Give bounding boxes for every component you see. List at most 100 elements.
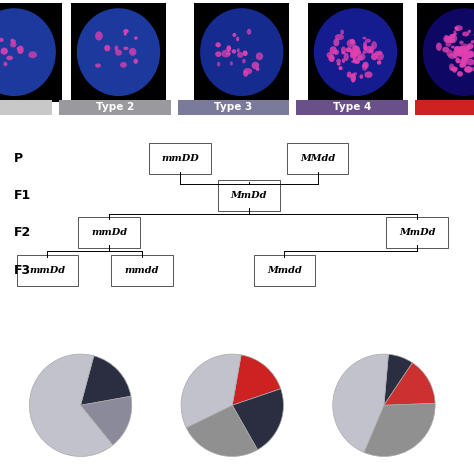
Ellipse shape — [359, 74, 363, 79]
Ellipse shape — [353, 50, 358, 55]
Ellipse shape — [365, 39, 371, 43]
Ellipse shape — [338, 66, 343, 70]
Text: mmDd: mmDd — [91, 228, 127, 237]
Ellipse shape — [340, 29, 344, 35]
Ellipse shape — [314, 8, 397, 96]
Text: F2: F2 — [14, 226, 31, 239]
Ellipse shape — [95, 64, 101, 68]
Ellipse shape — [454, 50, 460, 55]
Ellipse shape — [243, 68, 252, 74]
Ellipse shape — [77, 8, 160, 96]
Ellipse shape — [449, 38, 455, 43]
Text: Type 2: Type 2 — [96, 102, 134, 112]
FancyBboxPatch shape — [17, 255, 78, 285]
Ellipse shape — [468, 51, 473, 56]
Ellipse shape — [120, 62, 127, 68]
Ellipse shape — [466, 59, 474, 65]
FancyBboxPatch shape — [386, 217, 448, 248]
Ellipse shape — [448, 34, 457, 43]
Ellipse shape — [466, 45, 472, 50]
Ellipse shape — [464, 66, 473, 73]
Ellipse shape — [350, 39, 355, 45]
Ellipse shape — [443, 35, 449, 43]
Ellipse shape — [354, 49, 361, 55]
Ellipse shape — [461, 57, 467, 67]
Ellipse shape — [10, 42, 17, 47]
FancyBboxPatch shape — [111, 255, 173, 285]
Ellipse shape — [362, 36, 366, 39]
Ellipse shape — [471, 40, 474, 44]
Ellipse shape — [459, 41, 464, 45]
Ellipse shape — [227, 46, 231, 52]
Ellipse shape — [351, 60, 356, 64]
Ellipse shape — [448, 54, 456, 59]
Ellipse shape — [124, 31, 127, 36]
Ellipse shape — [352, 45, 359, 52]
Ellipse shape — [337, 62, 341, 66]
Ellipse shape — [354, 49, 357, 54]
Ellipse shape — [342, 58, 345, 63]
Ellipse shape — [355, 60, 360, 64]
Ellipse shape — [357, 55, 363, 61]
Ellipse shape — [350, 73, 356, 82]
Ellipse shape — [115, 46, 118, 51]
Ellipse shape — [369, 46, 374, 54]
Ellipse shape — [463, 52, 470, 57]
FancyBboxPatch shape — [149, 143, 211, 174]
Ellipse shape — [334, 50, 339, 55]
Ellipse shape — [115, 50, 122, 56]
Ellipse shape — [462, 55, 470, 60]
Ellipse shape — [350, 52, 356, 58]
Ellipse shape — [376, 51, 383, 55]
Ellipse shape — [226, 52, 230, 55]
Wedge shape — [232, 389, 283, 450]
Ellipse shape — [123, 29, 129, 33]
Ellipse shape — [458, 52, 463, 57]
Wedge shape — [384, 363, 435, 405]
Ellipse shape — [363, 42, 367, 48]
Ellipse shape — [0, 38, 4, 42]
Ellipse shape — [462, 44, 468, 51]
Ellipse shape — [445, 36, 453, 43]
Ellipse shape — [452, 68, 456, 73]
Ellipse shape — [466, 52, 474, 58]
Ellipse shape — [459, 63, 463, 68]
Ellipse shape — [465, 52, 468, 55]
Ellipse shape — [134, 36, 137, 40]
Ellipse shape — [463, 54, 466, 58]
FancyBboxPatch shape — [194, 3, 289, 102]
FancyBboxPatch shape — [59, 100, 171, 115]
Ellipse shape — [371, 41, 377, 49]
Text: Type 4: Type 4 — [333, 102, 371, 112]
Ellipse shape — [461, 58, 464, 61]
Ellipse shape — [215, 42, 221, 47]
FancyBboxPatch shape — [218, 180, 280, 210]
Text: F1: F1 — [14, 189, 31, 202]
Ellipse shape — [200, 8, 283, 96]
Ellipse shape — [349, 50, 353, 53]
Ellipse shape — [465, 49, 468, 52]
Wedge shape — [81, 396, 132, 445]
Ellipse shape — [362, 63, 367, 71]
Text: MMdd: MMdd — [300, 155, 335, 163]
Ellipse shape — [365, 72, 373, 78]
Wedge shape — [364, 403, 435, 456]
Ellipse shape — [454, 46, 461, 52]
Ellipse shape — [351, 50, 356, 55]
Text: MmDd: MmDd — [230, 191, 267, 200]
Ellipse shape — [17, 46, 24, 54]
Ellipse shape — [243, 50, 248, 56]
FancyBboxPatch shape — [417, 3, 474, 102]
Ellipse shape — [457, 60, 460, 64]
Wedge shape — [186, 405, 257, 456]
Ellipse shape — [252, 62, 259, 69]
Ellipse shape — [365, 46, 372, 54]
Ellipse shape — [346, 47, 352, 52]
Ellipse shape — [364, 47, 367, 51]
Ellipse shape — [436, 43, 442, 51]
Text: F3: F3 — [14, 264, 31, 277]
Ellipse shape — [237, 52, 244, 58]
Ellipse shape — [461, 51, 464, 54]
Ellipse shape — [243, 70, 248, 77]
Text: Mmdd: Mmdd — [267, 266, 302, 274]
